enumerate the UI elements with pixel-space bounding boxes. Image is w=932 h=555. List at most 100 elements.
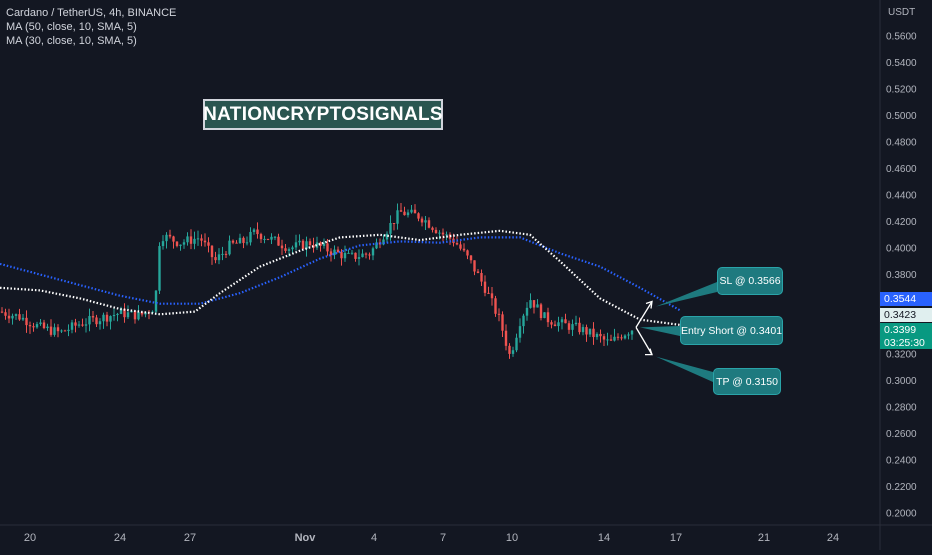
price-tick-label: 0.3000 <box>886 376 917 387</box>
candle-body <box>98 321 102 325</box>
sl-arrow <box>635 301 653 328</box>
candle-body <box>105 314 109 322</box>
countdown-tag: 03:25:30 <box>880 336 932 349</box>
candle-body <box>599 333 602 337</box>
candle-body <box>158 246 161 291</box>
date-tick-label: 27 <box>184 532 196 544</box>
candle-body <box>525 307 529 316</box>
candle-body <box>119 308 123 314</box>
price-tick-label: 0.4600 <box>886 164 917 175</box>
price-tick-label: 0.2200 <box>886 482 917 493</box>
candle-body <box>126 312 130 318</box>
candle-body <box>189 236 193 244</box>
candle-body <box>0 311 4 313</box>
ma50-line <box>0 236 681 312</box>
candle-body <box>84 324 88 326</box>
candle-body <box>298 240 301 243</box>
candle-body <box>109 316 112 322</box>
candle-body <box>165 234 168 242</box>
price-tick-label: 0.4200 <box>886 217 917 228</box>
candle-body <box>46 326 49 329</box>
candle-body <box>501 314 504 331</box>
candle-body <box>39 322 42 325</box>
candle-body <box>392 223 396 225</box>
candle-body <box>326 243 329 252</box>
candle-body <box>224 253 228 255</box>
candle-body <box>42 322 46 329</box>
candle-body <box>287 249 291 251</box>
candle-body <box>301 240 305 249</box>
candle-body <box>74 322 77 326</box>
candle-body <box>375 242 378 249</box>
candle-body <box>427 220 431 228</box>
price-tick-label: 0.2600 <box>886 429 917 440</box>
candle-body <box>259 234 263 240</box>
candle-body <box>490 293 494 299</box>
price-tick-label: 0.5000 <box>886 111 917 122</box>
sl-callout: SL @ 0.3566 <box>717 267 783 295</box>
candle-body <box>284 248 287 251</box>
candle-body <box>553 324 557 327</box>
candle-body <box>179 244 182 246</box>
ma30-legend: MA (30, close, 10, SMA, 5) <box>6 35 137 47</box>
date-tick-label: 20 <box>24 532 36 544</box>
candle-body <box>487 292 490 294</box>
tp-callout-pointer <box>656 356 713 382</box>
candle-body <box>28 325 32 327</box>
candle-body <box>574 322 578 325</box>
date-tick-label: 24 <box>827 532 839 544</box>
candle-body <box>228 240 231 255</box>
candle-body <box>231 240 235 243</box>
last-price-tag: 0.3399 <box>880 323 932 336</box>
candle-body <box>102 314 105 322</box>
candle-body <box>504 330 508 346</box>
candle-body <box>140 311 144 315</box>
candle-body <box>623 335 627 339</box>
candle-body <box>417 213 420 219</box>
candle-body <box>35 324 39 328</box>
candle-body <box>420 218 424 223</box>
candle-body <box>252 229 256 232</box>
candle-body <box>11 315 14 319</box>
candle-body <box>494 298 497 314</box>
candle-body <box>186 236 189 243</box>
candle-body <box>354 252 357 259</box>
candle-body <box>459 244 462 249</box>
candle-body <box>168 234 172 237</box>
candle-body <box>221 253 224 255</box>
candle-body <box>602 336 606 340</box>
candle-body <box>112 314 116 317</box>
candle-body <box>18 314 21 320</box>
candle-body <box>200 238 203 241</box>
candle-body <box>361 253 364 258</box>
candle-body <box>322 243 326 246</box>
candle-body <box>480 272 483 282</box>
currency-label: USDT <box>888 7 915 18</box>
date-tick-label: 17 <box>670 532 682 544</box>
candle-body <box>277 236 280 246</box>
candle-body <box>245 242 249 244</box>
candle-body <box>606 339 609 341</box>
candle-body <box>564 319 567 324</box>
candle-body <box>67 329 70 332</box>
candle-body <box>473 260 476 272</box>
candle-body <box>518 326 522 338</box>
price-tick-label: 0.5200 <box>886 85 917 96</box>
candle-body <box>207 242 210 246</box>
candle-body <box>242 237 245 243</box>
candle-body <box>312 245 315 248</box>
candle-body <box>4 312 7 316</box>
candle-body <box>91 316 95 318</box>
candle-body <box>70 322 74 330</box>
date-tick-label: 4 <box>371 532 377 544</box>
candle-body <box>77 324 81 326</box>
candle-body <box>592 328 595 338</box>
candle-body <box>532 300 536 308</box>
candle-body <box>462 248 466 251</box>
candle-body <box>263 238 266 240</box>
candle-body <box>546 312 550 323</box>
candle-body <box>476 271 480 273</box>
candle-body <box>529 300 532 308</box>
